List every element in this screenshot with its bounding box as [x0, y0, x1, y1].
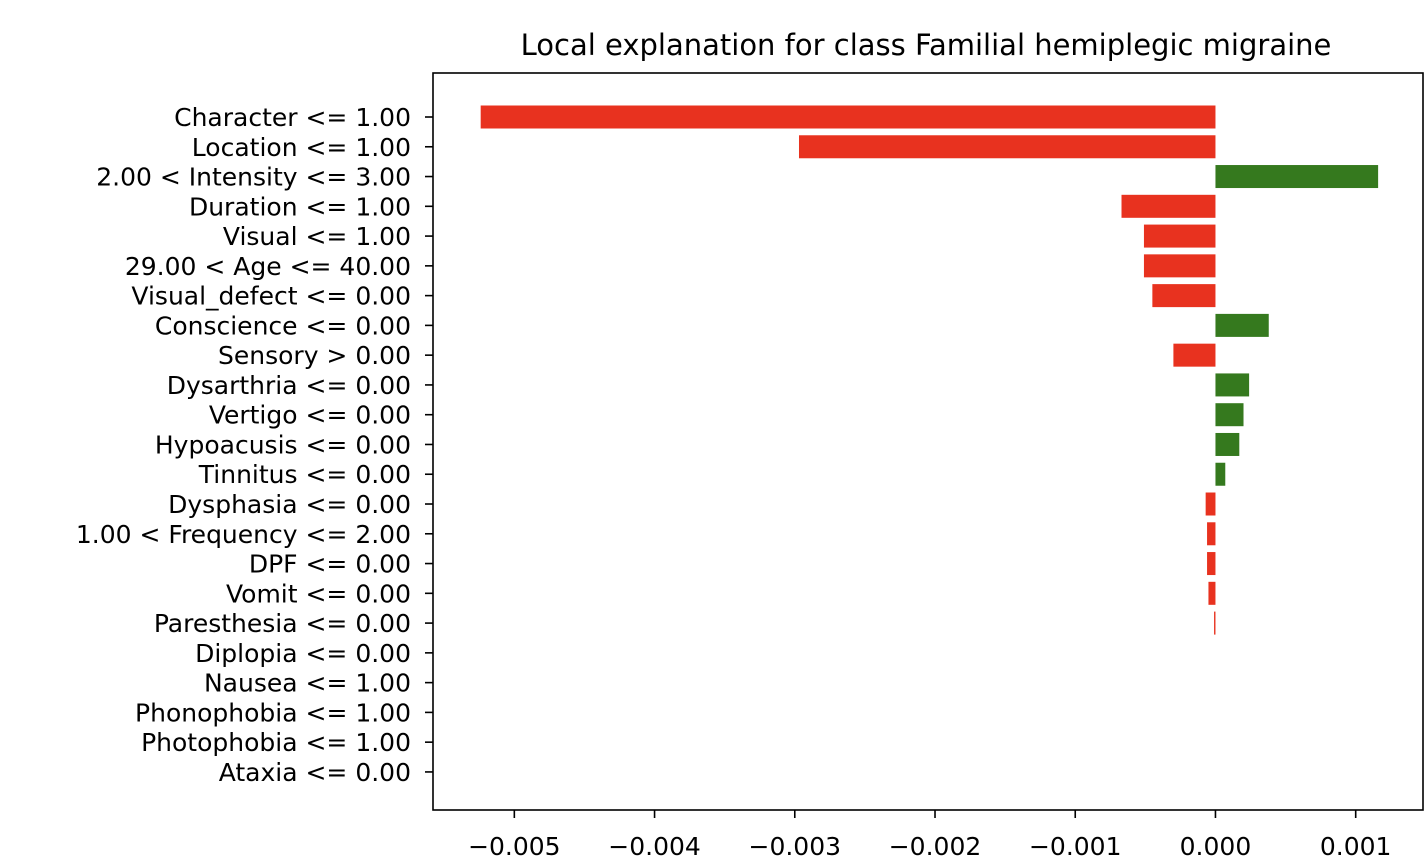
bar-visual-1-00	[1143, 224, 1216, 248]
bar-conscience-0-00	[1215, 313, 1269, 337]
bar-tinnitus-0-00	[1215, 462, 1226, 486]
bar-paresthesia-0-00	[1214, 611, 1216, 635]
y-tick-label-photophobia-1-00: Photophobia <= 1.00	[141, 728, 411, 757]
y-tick-label-dpf-0-00: DPF <= 0.00	[249, 550, 411, 579]
y-tick-label-paresthesia-0-00: Paresthesia <= 0.00	[154, 609, 411, 638]
x-tick-label-6: 0.001	[1320, 832, 1392, 861]
chart-title: Local explanation for class Familial hem…	[521, 28, 1332, 62]
y-tick-label-ataxia-0-00: Ataxia <= 0.00	[219, 758, 411, 787]
bars-group	[480, 105, 1379, 635]
y-tick-label-dysphasia-0-00: Dysphasia <= 0.00	[168, 490, 411, 519]
y-tick-label-hypoacusis-0-00: Hypoacusis <= 0.00	[155, 430, 411, 459]
bar-duration-1-00	[1121, 194, 1216, 218]
bar-location-1-00	[798, 135, 1216, 159]
bar-vertigo-0-00	[1215, 403, 1244, 427]
y-tick-label-duration-1-00: Duration <= 1.00	[189, 192, 411, 221]
y-tick-label-nausea-1-00: Nausea <= 1.00	[204, 669, 411, 698]
x-tick-label-3: −0.002	[889, 832, 982, 861]
bar-dpf-0-00	[1207, 552, 1216, 576]
bar-dysphasia-0-00	[1205, 492, 1216, 516]
y-tick-label-1-00-frequency-2-00: 1.00 < Frequency <= 2.00	[76, 520, 411, 549]
x-tick-label-5: 0.000	[1180, 832, 1252, 861]
bar-visual-defect-0-00	[1152, 284, 1216, 308]
bar-character-1-00	[480, 105, 1216, 129]
x-axis: −0.005 −0.004 −0.003 −0.002 −0.001 0.000 0.001	[468, 810, 1391, 861]
y-tick-label-location-1-00: Location <= 1.00	[192, 133, 411, 162]
y-tick-label-visual-1-00: Visual <= 1.00	[223, 222, 411, 251]
y-tick-label-visual-defect-0-00: Visual_defect <= 0.00	[131, 282, 411, 311]
y-tick-label-conscience-0-00: Conscience <= 0.00	[155, 311, 411, 340]
y-tick-label-tinnitus-0-00: Tinnitus <= 0.00	[198, 460, 411, 489]
y-tick-label-sensory-0-00: Sensory > 0.00	[218, 341, 411, 370]
bar-hypoacusis-0-00	[1215, 432, 1240, 456]
y-tick-label-phonophobia-1-00: Phonophobia <= 1.00	[135, 698, 411, 727]
y-tick-label-dysarthria-0-00: Dysarthria <= 0.00	[167, 371, 411, 400]
x-tick-label-1: −0.004	[608, 832, 701, 861]
y-tick-label-vomit-0-00: Vomit <= 0.00	[226, 579, 411, 608]
bar-1-00-frequency-2-00	[1207, 522, 1216, 546]
bar-vomit-0-00	[1208, 581, 1216, 605]
bar-dysarthria-0-00	[1215, 373, 1250, 397]
bar-2-00-intensity-3-00	[1215, 165, 1379, 189]
y-tick-label-2-00-intensity-3-00: 2.00 < Intensity <= 3.00	[96, 163, 411, 192]
x-tick-label-0: −0.005	[468, 832, 561, 861]
plot-area-frame	[432, 72, 1424, 811]
y-tick-label-character-1-00: Character <= 1.00	[174, 103, 411, 132]
bar-sensory-0-00	[1173, 343, 1216, 367]
y-tick-label-diplopia-0-00: Diplopia <= 0.00	[195, 639, 411, 668]
x-tick-label-4: −0.001	[1029, 832, 1122, 861]
y-tick-label-vertigo-0-00: Vertigo <= 0.00	[209, 401, 411, 430]
y-tick-label-29-00-age-40-00: 29.00 < Age <= 40.00	[125, 252, 411, 281]
bar-29-00-age-40-00	[1143, 254, 1216, 278]
x-tick-label-2: −0.003	[749, 832, 842, 861]
